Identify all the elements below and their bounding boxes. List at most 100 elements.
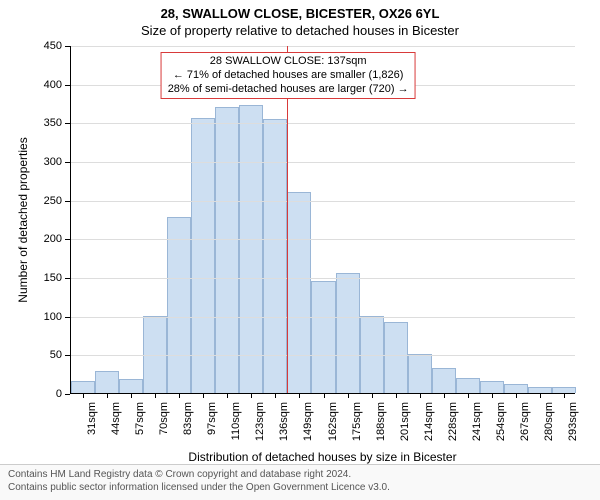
y-tick-label: 400 <box>0 79 62 91</box>
x-tick <box>516 393 517 398</box>
y-tick <box>65 201 70 202</box>
histogram-bar <box>167 217 191 393</box>
footer-line-2: Contains public sector information licen… <box>8 482 592 495</box>
x-tick-label: 162sqm <box>327 402 339 452</box>
plot-area: 28 SWALLOW CLOSE: 137sqm ← 71% of detach… <box>70 46 575 394</box>
annotation-line-1: 28 SWALLOW CLOSE: 137sqm <box>168 55 409 69</box>
histogram-bar <box>191 118 215 393</box>
x-tick <box>420 393 421 398</box>
y-tick <box>65 394 70 395</box>
y-tick <box>65 278 70 279</box>
y-tick <box>65 355 70 356</box>
x-tick-label: 188sqm <box>375 402 387 452</box>
y-tick-label: 0 <box>0 388 62 400</box>
histogram-bar <box>432 368 456 393</box>
histogram-bar <box>336 273 360 393</box>
x-tick-label: 149sqm <box>302 402 314 452</box>
x-tick <box>155 393 156 398</box>
grid-line <box>71 201 575 202</box>
x-tick-label: 70sqm <box>158 402 170 452</box>
y-tick-label: 300 <box>0 156 62 168</box>
y-tick <box>65 239 70 240</box>
y-tick <box>65 162 70 163</box>
histogram-bar <box>456 378 480 393</box>
x-tick-label: 280sqm <box>543 402 555 452</box>
x-tick <box>299 393 300 398</box>
grid-line <box>71 123 575 124</box>
x-tick <box>372 393 373 398</box>
x-tick-label: 136sqm <box>278 402 290 452</box>
x-tick <box>251 393 252 398</box>
x-tick-label: 293sqm <box>567 402 579 452</box>
y-tick-label: 150 <box>0 272 62 284</box>
x-tick-label: 175sqm <box>351 402 363 452</box>
histogram-bar <box>480 381 504 393</box>
histogram-bar <box>287 192 311 393</box>
footer-line-1: Contains HM Land Registry data © Crown c… <box>8 469 592 482</box>
x-tick <box>227 393 228 398</box>
grid-line <box>71 355 575 356</box>
annotation-box: 28 SWALLOW CLOSE: 137sqm ← 71% of detach… <box>161 52 416 99</box>
y-tick-label: 450 <box>0 40 62 52</box>
histogram-bar <box>215 107 239 393</box>
y-tick <box>65 317 70 318</box>
footer: Contains HM Land Registry data © Crown c… <box>0 464 600 500</box>
x-tick <box>83 393 84 398</box>
histogram-bar <box>360 316 384 393</box>
y-tick-label: 100 <box>0 311 62 323</box>
annotation-line-2: ← 71% of detached houses are smaller (1,… <box>168 69 409 83</box>
histogram-bar <box>504 384 528 393</box>
histogram-bar <box>143 316 167 393</box>
y-tick <box>65 123 70 124</box>
x-tick <box>107 393 108 398</box>
x-tick <box>444 393 445 398</box>
x-tick-label: 214sqm <box>423 402 435 452</box>
chart-title: 28, SWALLOW CLOSE, BICESTER, OX26 6YL <box>0 0 600 21</box>
histogram-bar <box>384 322 408 393</box>
x-tick-label: 123sqm <box>254 402 266 452</box>
grid-line <box>71 239 575 240</box>
x-tick <box>348 393 349 398</box>
y-tick <box>65 46 70 47</box>
histogram-bar <box>408 354 432 393</box>
x-tick <box>203 393 204 398</box>
y-tick-label: 350 <box>0 117 62 129</box>
annotation-line-3: 28% of semi-detached houses are larger (… <box>168 83 409 97</box>
grid-line <box>71 317 575 318</box>
histogram-bar <box>119 379 143 393</box>
x-tick <box>492 393 493 398</box>
chart-subtitle: Size of property relative to detached ho… <box>0 21 600 38</box>
x-tick-label: 57sqm <box>134 402 146 452</box>
x-tick <box>540 393 541 398</box>
histogram-bar <box>71 381 95 393</box>
grid-line <box>71 46 575 47</box>
x-tick-label: 241sqm <box>471 402 483 452</box>
histogram-bar <box>311 281 335 393</box>
x-tick-label: 201sqm <box>399 402 411 452</box>
x-tick-label: 228sqm <box>447 402 459 452</box>
x-tick-label: 267sqm <box>519 402 531 452</box>
y-axis-title: Number of detached properties <box>16 46 30 394</box>
x-tick-label: 31sqm <box>86 402 98 452</box>
x-tick <box>324 393 325 398</box>
histogram-bar <box>95 371 119 393</box>
histogram-bar <box>263 119 287 393</box>
y-tick-label: 50 <box>0 349 62 361</box>
grid-line <box>71 278 575 279</box>
x-tick-label: 254sqm <box>495 402 507 452</box>
chart-container: 28, SWALLOW CLOSE, BICESTER, OX26 6YL Si… <box>0 0 600 500</box>
x-tick-label: 44sqm <box>110 402 122 452</box>
x-tick-label: 97sqm <box>206 402 218 452</box>
y-tick-label: 200 <box>0 233 62 245</box>
y-tick-label: 250 <box>0 195 62 207</box>
x-axis-title: Distribution of detached houses by size … <box>70 450 575 464</box>
grid-line <box>71 162 575 163</box>
x-tick-label: 110sqm <box>230 402 242 452</box>
x-tick <box>179 393 180 398</box>
x-tick <box>564 393 565 398</box>
x-tick <box>131 393 132 398</box>
x-tick <box>275 393 276 398</box>
histogram-bar <box>239 105 263 393</box>
y-tick <box>65 85 70 86</box>
x-tick <box>468 393 469 398</box>
